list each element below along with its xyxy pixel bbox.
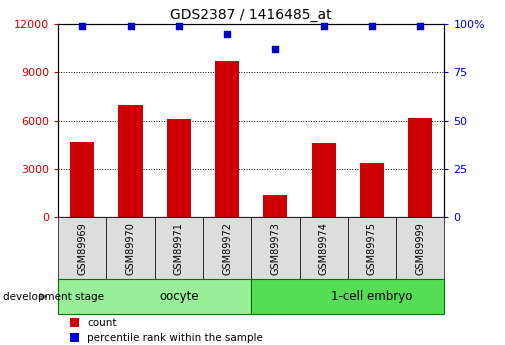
Bar <box>70 142 94 217</box>
FancyBboxPatch shape <box>155 217 203 279</box>
FancyBboxPatch shape <box>396 217 444 279</box>
FancyBboxPatch shape <box>251 279 444 314</box>
Text: oocyte: oocyte <box>159 290 198 303</box>
Text: GSM89975: GSM89975 <box>367 222 377 275</box>
FancyBboxPatch shape <box>58 217 107 279</box>
Text: GSM89970: GSM89970 <box>126 222 135 275</box>
Point <box>78 23 86 29</box>
Text: GSM89974: GSM89974 <box>319 222 329 275</box>
Text: GSM89969: GSM89969 <box>77 222 87 275</box>
Point <box>368 23 376 29</box>
FancyBboxPatch shape <box>203 217 251 279</box>
Point <box>320 23 328 29</box>
Text: GSM89999: GSM89999 <box>415 222 425 275</box>
FancyBboxPatch shape <box>348 217 396 279</box>
Text: percentile rank within the sample: percentile rank within the sample <box>87 333 263 343</box>
Point <box>416 23 424 29</box>
Point <box>126 23 134 29</box>
Bar <box>70 318 79 327</box>
FancyBboxPatch shape <box>58 279 251 314</box>
Bar <box>215 61 239 217</box>
Bar <box>312 143 336 217</box>
Bar <box>119 105 142 217</box>
FancyBboxPatch shape <box>299 217 348 279</box>
Bar <box>408 118 432 217</box>
Text: GSM89972: GSM89972 <box>222 222 232 275</box>
FancyBboxPatch shape <box>251 217 299 279</box>
Text: count: count <box>87 318 117 328</box>
Point <box>175 23 183 29</box>
Bar <box>70 333 79 342</box>
Text: GSM89973: GSM89973 <box>270 222 280 275</box>
Point <box>223 31 231 37</box>
Bar <box>263 195 287 217</box>
Bar <box>167 119 191 217</box>
Text: GSM89971: GSM89971 <box>174 222 184 275</box>
Text: 1-cell embryo: 1-cell embryo <box>331 290 413 303</box>
Text: development stage: development stage <box>3 292 104 302</box>
FancyBboxPatch shape <box>107 217 155 279</box>
Bar <box>360 162 384 217</box>
Point <box>271 47 279 52</box>
Title: GDS2387 / 1416485_at: GDS2387 / 1416485_at <box>170 8 332 22</box>
